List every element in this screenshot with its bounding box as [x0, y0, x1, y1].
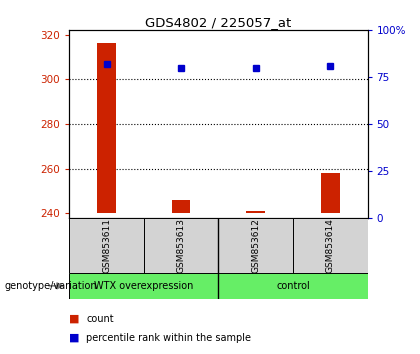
Text: percentile rank within the sample: percentile rank within the sample	[86, 333, 251, 343]
Title: GDS4802 / 225057_at: GDS4802 / 225057_at	[145, 16, 291, 29]
Text: GSM853613: GSM853613	[177, 218, 186, 273]
Bar	[218, 218, 293, 273]
Bar	[218, 273, 368, 299]
Bar	[321, 173, 339, 213]
Bar	[69, 273, 218, 299]
Bar	[144, 218, 218, 273]
Bar	[293, 218, 368, 273]
Bar	[247, 211, 265, 213]
Text: count: count	[86, 314, 114, 324]
Bar	[172, 200, 190, 213]
Text: genotype/variation: genotype/variation	[4, 281, 97, 291]
Text: GSM853612: GSM853612	[251, 218, 260, 273]
Text: GSM853614: GSM853614	[326, 218, 335, 273]
Bar	[97, 44, 116, 213]
Text: WTX overexpression: WTX overexpression	[94, 281, 194, 291]
Text: ■: ■	[69, 314, 80, 324]
Bar	[69, 218, 144, 273]
Text: ■: ■	[69, 333, 80, 343]
Text: GSM853611: GSM853611	[102, 218, 111, 273]
Text: control: control	[276, 281, 310, 291]
